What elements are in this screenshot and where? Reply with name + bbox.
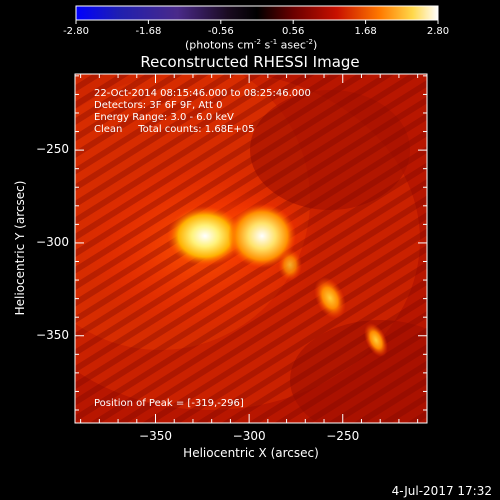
x-tick-label: −300: [232, 429, 266, 443]
overlay-energy: Energy Range: 3.0 - 6.0 keV: [94, 112, 234, 123]
units-suffix: ): [312, 38, 318, 52]
overlay-peak-position: Position of Peak = [-319,-296]: [94, 398, 244, 409]
units-mid-1: s: [260, 38, 271, 52]
colorbar-ticks: [75, 20, 439, 24]
footer-date: 4-Jul-2017 17:32: [391, 484, 492, 498]
x-tick-label: −250: [326, 429, 360, 443]
y-tick-label: −250: [36, 142, 69, 157]
colorbar-tick-label: 2.80: [426, 26, 450, 37]
colorbar-tick-label: 1.68: [354, 26, 377, 37]
colorbar-tick-label: -2.80: [63, 26, 89, 37]
colorbar: [76, 6, 438, 20]
secondary-source: [228, 204, 296, 268]
overlay-clean: Clean Total counts: 1.68E+05: [94, 124, 255, 135]
colorbar-units: (photons cm-2 s-1 asec-2): [185, 38, 317, 52]
overlay-time-range: 22-Oct-2014 08:15:46.000 to 08:25:46.000: [94, 88, 311, 99]
tail-source-2: [364, 323, 388, 357]
plot-title: Reconstructed RHESSI Image: [140, 53, 360, 71]
peak-source: [167, 206, 243, 266]
axis-ticks: [75, 74, 427, 423]
colorbar-tick-label: -0.56: [207, 26, 234, 37]
tail-source-1: [314, 277, 346, 319]
y-tick-label: −350: [36, 327, 69, 342]
units-prefix: (photons cm: [185, 38, 254, 52]
colorbar-frame: [75, 5, 439, 21]
x-tick-label: −350: [139, 429, 172, 443]
colorbar-tick-label: -1.68: [135, 26, 162, 37]
x-axis-label: Heliocentric X (arcsec): [183, 446, 319, 460]
units-sup-3: -2: [305, 38, 313, 46]
y-axis-label: Heliocentric Y (arcsec): [13, 180, 27, 316]
overlay-detectors: Detectors: 3F 6F 9F, Att 0: [94, 100, 223, 111]
units-sup-1: -2: [253, 38, 261, 46]
image-content: [75, 74, 427, 423]
plot-frame: [74, 73, 428, 424]
units-mid-2: asec: [277, 38, 306, 52]
units-sup-2: -1: [270, 38, 278, 46]
colorbar-tick-label: 0.56: [282, 26, 305, 37]
y-tick-label: −300: [36, 234, 69, 249]
